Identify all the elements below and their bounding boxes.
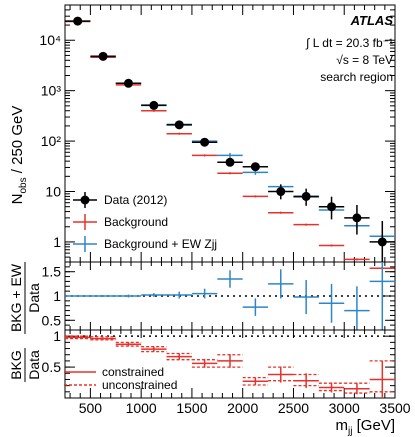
x-axis-title-rest: [GeV] <box>352 417 395 434</box>
x-tick-label: 3000 <box>329 400 360 416</box>
x-tick-label: 1500 <box>176 400 207 416</box>
ratio-ew-ylabel-den: Data <box>26 283 42 313</box>
data-point <box>123 78 133 88</box>
x-tick-label: 3500 <box>379 400 410 416</box>
data-point <box>327 202 337 212</box>
y-tick-label: 10 <box>45 184 61 200</box>
luminosity-label: ∫ L dt = 20.3 fb⁻¹ <box>305 36 393 50</box>
x-tick-label: 2000 <box>227 400 258 416</box>
y-axis-title-sub: obs <box>18 177 29 193</box>
ratio-bkg-panel: 1 0.5 500 1000 1500 2000 2500 3000 3500 <box>42 328 411 416</box>
y-axis-title-rest: / 250 GeV <box>9 106 26 178</box>
legend-data-label: Data (2012) <box>104 193 167 207</box>
x-axis-title: mjj [GeV] <box>336 417 395 437</box>
legend-ew-label: Background + EW Zjj <box>104 237 217 251</box>
data-point <box>174 120 184 130</box>
y-axis-title: Nobs / 250 GeV <box>9 106 29 205</box>
ratio-bkg-frame <box>64 329 396 399</box>
data-point <box>377 237 387 247</box>
y-tick-label: 0.5 <box>42 359 62 375</box>
y-tick-label: 1 <box>53 288 61 304</box>
x-tick-label: 1000 <box>126 400 157 416</box>
data-point <box>98 51 108 61</box>
legend-constrained-label: constrained <box>102 365 164 379</box>
data-point <box>352 213 362 223</box>
main-panel: 10⁴ 10³ 10² 10 1 <box>39 4 396 270</box>
y-tick-label: 10⁴ <box>39 32 61 48</box>
x-tick-label: 500 <box>79 400 103 416</box>
x-tick-label: 2500 <box>278 400 309 416</box>
main-legend: Data (2012) Background Background + EW Z… <box>73 192 217 252</box>
ratio-bkg-ylabel: BKG Data <box>8 348 42 382</box>
y-tick-label: 0.5 <box>42 312 62 328</box>
atlas-label: ATLAS <box>350 13 394 28</box>
x-axis-title-sub: jj <box>347 426 352 437</box>
region-label: search region <box>320 70 393 84</box>
ratio-legend: constrained unconstrained <box>64 365 177 392</box>
y-tick-label: 1 <box>53 234 61 250</box>
data-point <box>250 162 260 172</box>
y-axis-title-main: N <box>9 194 26 205</box>
data-point <box>276 187 286 197</box>
data-point <box>225 157 235 167</box>
y-tick-label: 1 <box>53 328 61 344</box>
data-point <box>73 16 83 26</box>
data-point <box>149 100 159 110</box>
y-tick-label: 1.5 <box>42 264 62 280</box>
ratio-ew-ylabel-num: BKG + EW <box>8 263 24 332</box>
energy-label: √s = 8 TeV <box>336 53 393 67</box>
legend-data-marker <box>80 195 90 205</box>
legend-bkg-label: Background <box>104 215 168 229</box>
ratio-bkg-ylabel-den: Data <box>26 350 42 380</box>
x-axis-title-main: m <box>336 417 349 434</box>
legend-unconstrained-label: unconstrained <box>102 378 177 392</box>
ratio-ew-ylabel: BKG + EW Data <box>8 262 42 334</box>
ratio-bkg-ylabel-num: BKG <box>8 350 24 380</box>
y-tick-label: 10² <box>41 133 62 149</box>
data-point <box>200 137 210 147</box>
data-point <box>301 191 311 201</box>
y-tick-label: 10³ <box>41 83 62 99</box>
ratio-ew-panel: 1.5 1 0.5 <box>42 261 396 331</box>
